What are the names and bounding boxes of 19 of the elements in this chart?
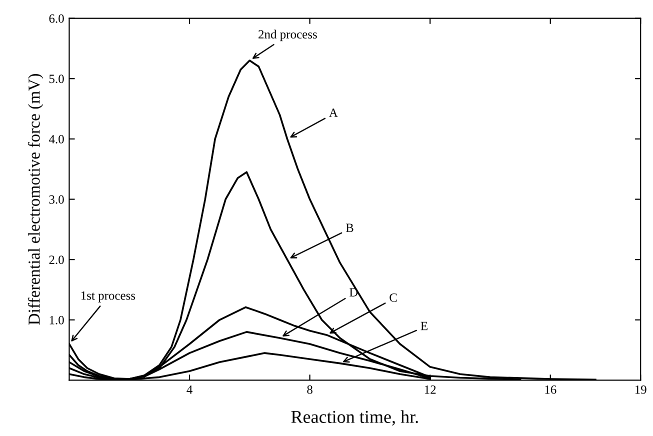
annotation: C	[390, 293, 397, 302]
y-tick-label: 1.0	[50, 316, 64, 324]
x-tick-label: 8	[307, 385, 312, 394]
x-tick-label: 16	[545, 385, 556, 394]
annotation: B	[346, 224, 354, 232]
annotation: E	[420, 322, 428, 330]
x-tick-label: 12	[424, 385, 436, 394]
y-tick-label: 4.0	[48, 134, 64, 144]
y-tick-label: 2.0	[49, 256, 64, 264]
y-axis-title: Differential electromotive force (mV)	[28, 74, 44, 325]
x-axis-title: Reaction time, hr.	[291, 410, 418, 426]
x-tick-label: 19	[635, 385, 646, 394]
annotation: 2nd process	[258, 30, 317, 42]
x-tick-label: 4	[186, 386, 192, 394]
y-tick-label: 3.0	[49, 195, 64, 204]
y-tick-label: 5.0	[49, 74, 64, 84]
y-tick-label: 6.0	[49, 14, 64, 23]
annotation: 1st process	[81, 291, 136, 302]
annotation: A	[329, 108, 338, 117]
